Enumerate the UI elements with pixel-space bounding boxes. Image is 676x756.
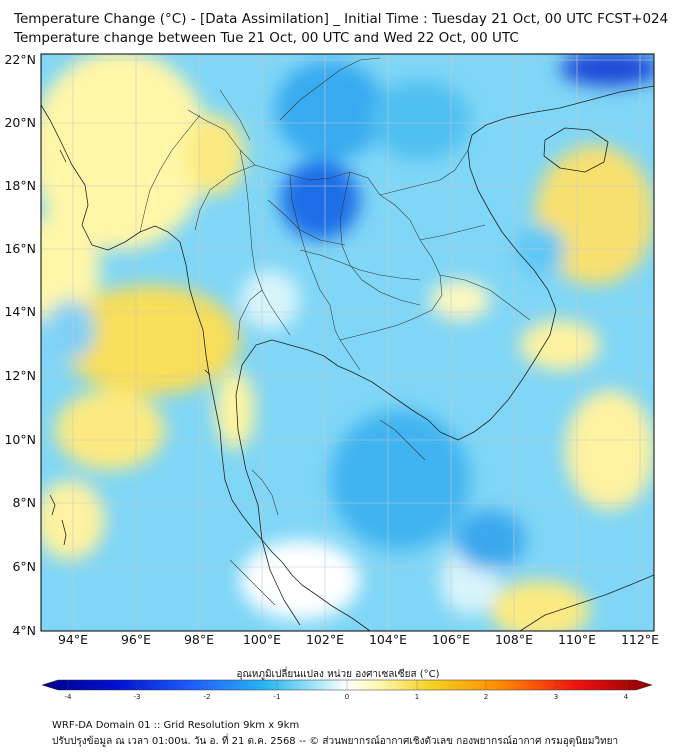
colorbar-tick: 0 — [345, 693, 349, 700]
colorbar-tick: 2 — [484, 693, 488, 700]
colorbar-tick: -4 — [65, 693, 73, 700]
colorbar-tick: -3 — [134, 693, 141, 700]
coastlines — [41, 85, 654, 631]
chart-subtitle: Temperature change between Tue 21 Oct, 0… — [14, 30, 519, 46]
lat-tick-label: 16°N — [4, 241, 36, 256]
lon-tick-label: 100°E — [243, 632, 281, 647]
lon-tick-label: 102°E — [306, 632, 344, 647]
lat-tick-label: 4°N — [12, 623, 36, 638]
latitude-axis: 22°N 20°N 18°N 16°N 14°N 12°N 10°N 8°N 6… — [4, 52, 36, 638]
colorbar-tick: 4 — [624, 693, 629, 700]
colorbar-label: อุณหภูมิเปลี่ยนแปลง หน่วย องศาเซลเซียส (… — [236, 669, 440, 680]
colorbar-tick: 3 — [554, 693, 558, 700]
lon-tick-label: 96°E — [121, 632, 151, 647]
map-gridlines — [41, 54, 654, 631]
lon-tick-label: 98°E — [184, 632, 214, 647]
longitude-axis: 94°E 96°E 98°E 100°E 102°E 104°E 106°E 1… — [58, 632, 659, 647]
lon-tick-label: 106°E — [432, 632, 470, 647]
footer-update-credit: ปรับปรุงข้อมูล ณ เวลา 01:00น. วัน อ. ที่… — [52, 736, 619, 747]
map-frame — [40, 53, 655, 632]
province-borders — [139, 57, 531, 606]
lat-tick-label: 8°N — [12, 495, 36, 510]
colorbar-tick: -1 — [274, 693, 281, 700]
lat-tick-label: 20°N — [4, 115, 36, 130]
lon-tick-label: 104°E — [369, 632, 407, 647]
temperature-field — [41, 54, 654, 631]
lat-tick-label: 10°N — [4, 432, 36, 447]
lat-tick-label: 14°N — [4, 304, 36, 319]
lat-tick-label: 12°N — [4, 368, 36, 383]
lon-tick-label: 112°E — [621, 632, 659, 647]
footer-domain-info: WRF-DA Domain 01 :: Grid Resolution 9km … — [52, 720, 300, 731]
lat-tick-label: 6°N — [12, 559, 36, 574]
colorbar: -4 -3 -2 -1 0 1 2 3 4 — [41, 679, 653, 700]
lat-tick-label: 22°N — [4, 52, 36, 67]
colorbar-tick: 1 — [415, 693, 419, 700]
temperature-change-map: 22°N 20°N 18°N 16°N 14°N 12°N 10°N 8°N 6… — [4, 52, 659, 700]
lon-tick-label: 108°E — [495, 632, 533, 647]
colorbar-tick: -2 — [204, 693, 211, 700]
chart-title: Temperature Change (°C) - [Data Assimila… — [14, 11, 669, 27]
lon-tick-label: 110°E — [558, 632, 596, 647]
lat-tick-label: 18°N — [4, 178, 36, 193]
lon-tick-label: 94°E — [58, 632, 88, 647]
